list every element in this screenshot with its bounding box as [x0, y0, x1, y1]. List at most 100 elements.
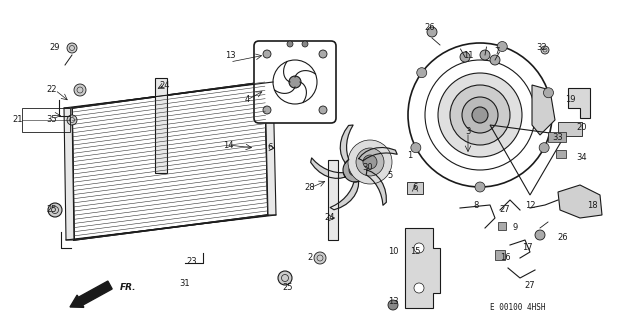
Circle shape	[388, 300, 398, 310]
Polygon shape	[568, 88, 590, 118]
Text: 2: 2	[307, 254, 312, 263]
Text: 25: 25	[47, 205, 57, 214]
Bar	[328, 160, 338, 240]
Circle shape	[356, 148, 384, 176]
Text: 34: 34	[577, 153, 588, 162]
Circle shape	[535, 230, 545, 240]
Text: 19: 19	[564, 95, 575, 105]
Bar	[407, 182, 423, 194]
Polygon shape	[358, 147, 397, 161]
Text: 28: 28	[305, 183, 316, 192]
Circle shape	[490, 55, 500, 65]
Circle shape	[349, 164, 361, 176]
Bar	[498, 222, 506, 230]
Text: 11: 11	[463, 50, 473, 60]
Circle shape	[74, 84, 86, 96]
Circle shape	[425, 60, 535, 170]
Text: 27: 27	[525, 280, 535, 290]
Polygon shape	[532, 85, 555, 135]
Bar	[558, 122, 582, 136]
Text: 16: 16	[500, 254, 510, 263]
Circle shape	[343, 158, 367, 182]
Text: 9: 9	[513, 224, 518, 233]
Circle shape	[67, 115, 77, 125]
Bar	[556, 150, 566, 158]
Polygon shape	[405, 228, 440, 308]
Text: 23: 23	[187, 257, 197, 266]
Text: 27: 27	[500, 205, 510, 214]
FancyArrow shape	[70, 281, 112, 307]
Circle shape	[302, 41, 308, 47]
Circle shape	[427, 27, 437, 37]
Text: 26: 26	[557, 233, 568, 241]
Text: 14: 14	[223, 140, 233, 150]
Text: 31: 31	[180, 278, 190, 287]
Text: 33: 33	[552, 133, 563, 143]
Text: 6: 6	[412, 183, 418, 192]
Text: 24: 24	[324, 213, 335, 222]
Circle shape	[408, 43, 552, 187]
Text: 12: 12	[525, 201, 535, 210]
Bar	[155, 78, 167, 173]
Bar	[22, 108, 70, 132]
Circle shape	[289, 76, 301, 88]
Text: E 00100 4HSH: E 00100 4HSH	[490, 303, 545, 313]
Text: 35: 35	[47, 115, 58, 124]
Circle shape	[414, 243, 424, 253]
Polygon shape	[64, 108, 74, 240]
Circle shape	[411, 143, 421, 153]
Circle shape	[263, 50, 271, 58]
Text: 7: 7	[494, 48, 500, 56]
Circle shape	[541, 46, 549, 54]
Circle shape	[48, 203, 62, 217]
Text: 26: 26	[425, 24, 435, 33]
Text: 13: 13	[388, 298, 398, 307]
Text: 8: 8	[474, 201, 479, 210]
Circle shape	[475, 182, 485, 192]
Text: 18: 18	[587, 201, 597, 210]
Polygon shape	[340, 125, 353, 163]
Circle shape	[314, 252, 326, 264]
Polygon shape	[72, 82, 268, 240]
Text: 29: 29	[50, 43, 60, 53]
Text: 32: 32	[537, 43, 547, 53]
Circle shape	[278, 271, 292, 285]
Circle shape	[450, 85, 510, 145]
Text: 25: 25	[283, 283, 293, 292]
Text: 22: 22	[47, 85, 57, 94]
Polygon shape	[265, 82, 276, 215]
Text: FR.: FR.	[120, 283, 136, 292]
Circle shape	[497, 41, 508, 52]
Circle shape	[414, 283, 424, 293]
Bar	[548, 132, 566, 142]
FancyBboxPatch shape	[254, 41, 336, 123]
Circle shape	[539, 143, 549, 153]
Circle shape	[363, 155, 377, 169]
Text: 15: 15	[410, 248, 420, 256]
Circle shape	[287, 41, 293, 47]
Circle shape	[460, 52, 470, 62]
Text: 30: 30	[363, 164, 373, 173]
Circle shape	[472, 107, 488, 123]
Circle shape	[319, 50, 327, 58]
Circle shape	[319, 106, 327, 114]
Circle shape	[438, 73, 522, 157]
Circle shape	[348, 140, 392, 184]
Text: 13: 13	[225, 50, 236, 60]
Text: 17: 17	[522, 243, 532, 253]
Text: 3: 3	[465, 128, 470, 137]
Text: 21: 21	[13, 115, 23, 124]
Circle shape	[263, 106, 271, 114]
Text: 1: 1	[408, 151, 413, 160]
Text: 4: 4	[244, 95, 250, 105]
Circle shape	[543, 88, 554, 98]
Circle shape	[480, 50, 490, 60]
Polygon shape	[366, 170, 387, 205]
Text: 6: 6	[268, 144, 273, 152]
Circle shape	[417, 68, 427, 78]
Text: 10: 10	[388, 248, 398, 256]
Bar	[495, 250, 505, 260]
Text: 20: 20	[577, 123, 588, 132]
Circle shape	[462, 97, 498, 133]
Text: 5: 5	[387, 170, 392, 180]
